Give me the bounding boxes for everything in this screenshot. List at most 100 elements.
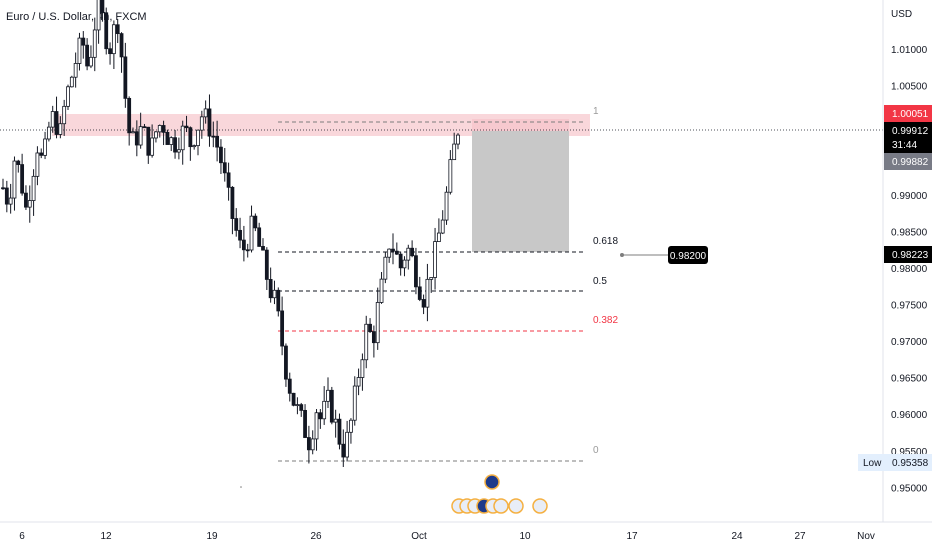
candle-body bbox=[31, 175, 36, 201]
price-axis-label: 1.00500 bbox=[891, 81, 928, 92]
candle-body bbox=[127, 97, 132, 134]
price-axis-label: 0.99000 bbox=[891, 191, 928, 202]
candle-body bbox=[402, 259, 407, 269]
candle-body bbox=[203, 108, 208, 118]
candle-body bbox=[24, 192, 28, 208]
price-tag-grey-box bbox=[884, 153, 932, 170]
candle-body bbox=[322, 400, 327, 420]
price-axis-currency: USD bbox=[891, 9, 912, 20]
candle-body bbox=[375, 302, 380, 344]
candle-body bbox=[387, 248, 392, 258]
price-axis-label: 0.96000 bbox=[891, 410, 928, 421]
target-label: 0.98200 bbox=[670, 251, 707, 262]
event-icon-us[interactable] bbox=[508, 498, 524, 514]
candle-body bbox=[104, 12, 109, 50]
candle-body bbox=[238, 229, 242, 241]
candle-body bbox=[268, 279, 273, 299]
candle-body bbox=[433, 241, 437, 278]
candle-body bbox=[92, 29, 97, 58]
candle-body bbox=[287, 378, 292, 394]
chart-title: Euro / U.S. Dollar, 4h, FXCM bbox=[6, 11, 147, 23]
event-icon-us[interactable] bbox=[532, 498, 548, 514]
short-position-stop-box bbox=[472, 119, 569, 131]
candle-body bbox=[188, 127, 193, 148]
candle-body bbox=[173, 137, 177, 153]
candle-body bbox=[54, 111, 59, 135]
time-axis-label: Nov bbox=[857, 531, 875, 542]
candle-body bbox=[73, 63, 78, 78]
candle-body bbox=[276, 289, 281, 312]
candle-body bbox=[303, 409, 307, 438]
candle-body bbox=[333, 418, 338, 423]
candle-body bbox=[406, 247, 411, 261]
candle-body bbox=[414, 255, 418, 288]
candle-body bbox=[207, 108, 212, 137]
event-icon-eu[interactable] bbox=[484, 474, 500, 490]
candle-body bbox=[245, 249, 250, 252]
candle-body bbox=[142, 126, 147, 129]
candle-body bbox=[46, 126, 51, 140]
fib-label-0: 0 bbox=[593, 445, 599, 456]
candle-body bbox=[20, 164, 25, 194]
candle-body bbox=[425, 278, 430, 308]
candle-body bbox=[226, 172, 231, 188]
economic-events[interactable] bbox=[451, 474, 548, 514]
candle-body bbox=[169, 137, 174, 145]
candle-body bbox=[62, 105, 67, 125]
candle-body bbox=[356, 377, 361, 387]
candle-body bbox=[146, 126, 151, 156]
candle-body bbox=[452, 143, 457, 161]
candle-body bbox=[444, 191, 449, 221]
price-tag-level-box bbox=[884, 246, 932, 263]
candle-body bbox=[69, 76, 74, 88]
candle-body bbox=[196, 129, 200, 147]
candle-body bbox=[448, 159, 453, 193]
candle-body bbox=[108, 48, 112, 55]
candle-body bbox=[123, 56, 128, 99]
candle-body bbox=[253, 215, 258, 229]
candle-body bbox=[192, 145, 197, 148]
time-axis-label: 6 bbox=[19, 531, 25, 542]
price-axis-label: 1.01000 bbox=[891, 45, 928, 56]
time-axis-labels[interactable]: 6 12 19 26 Oct 10 17 24 27 Nov bbox=[19, 531, 875, 542]
candle-body bbox=[383, 256, 388, 280]
candle-body bbox=[272, 289, 277, 299]
candle-body bbox=[456, 134, 460, 145]
low-value-box bbox=[884, 454, 932, 471]
candle-body bbox=[1, 187, 5, 190]
target-label-box[interactable] bbox=[668, 246, 708, 264]
event-icon-us[interactable] bbox=[493, 498, 509, 514]
time-axis-label: 27 bbox=[794, 531, 806, 542]
candle-body bbox=[8, 197, 13, 205]
candle-body bbox=[421, 299, 426, 308]
candle-body bbox=[429, 277, 434, 280]
candle-body bbox=[215, 135, 220, 148]
time-axis-label: 19 bbox=[206, 531, 218, 542]
candle-body bbox=[417, 286, 422, 300]
candle-body bbox=[138, 126, 143, 146]
last-price-value: 0.99912 bbox=[892, 126, 929, 137]
candle-body bbox=[176, 149, 181, 153]
candles bbox=[1, 0, 460, 467]
time-axis-label: 10 bbox=[519, 531, 531, 542]
candle-body bbox=[119, 33, 124, 58]
candle-body bbox=[398, 253, 403, 269]
small-dot bbox=[240, 486, 242, 488]
candle-body bbox=[349, 419, 353, 433]
price-axis-label: 0.98000 bbox=[891, 264, 928, 275]
candle-body bbox=[100, 0, 105, 14]
candle-body bbox=[154, 131, 158, 139]
candle-body bbox=[329, 389, 334, 423]
candle-body bbox=[241, 239, 246, 251]
candle-body bbox=[16, 160, 21, 165]
price-axis-labels[interactable]: 1.010001.005000.995000.990000.985000.980… bbox=[891, 45, 928, 494]
candle-body bbox=[58, 123, 63, 135]
candle-body bbox=[27, 200, 32, 208]
price-axis-label: 0.97000 bbox=[891, 337, 928, 348]
candle-body bbox=[257, 227, 262, 247]
candle-body bbox=[436, 232, 441, 242]
candle-body bbox=[360, 359, 365, 378]
candle-body bbox=[150, 137, 155, 156]
